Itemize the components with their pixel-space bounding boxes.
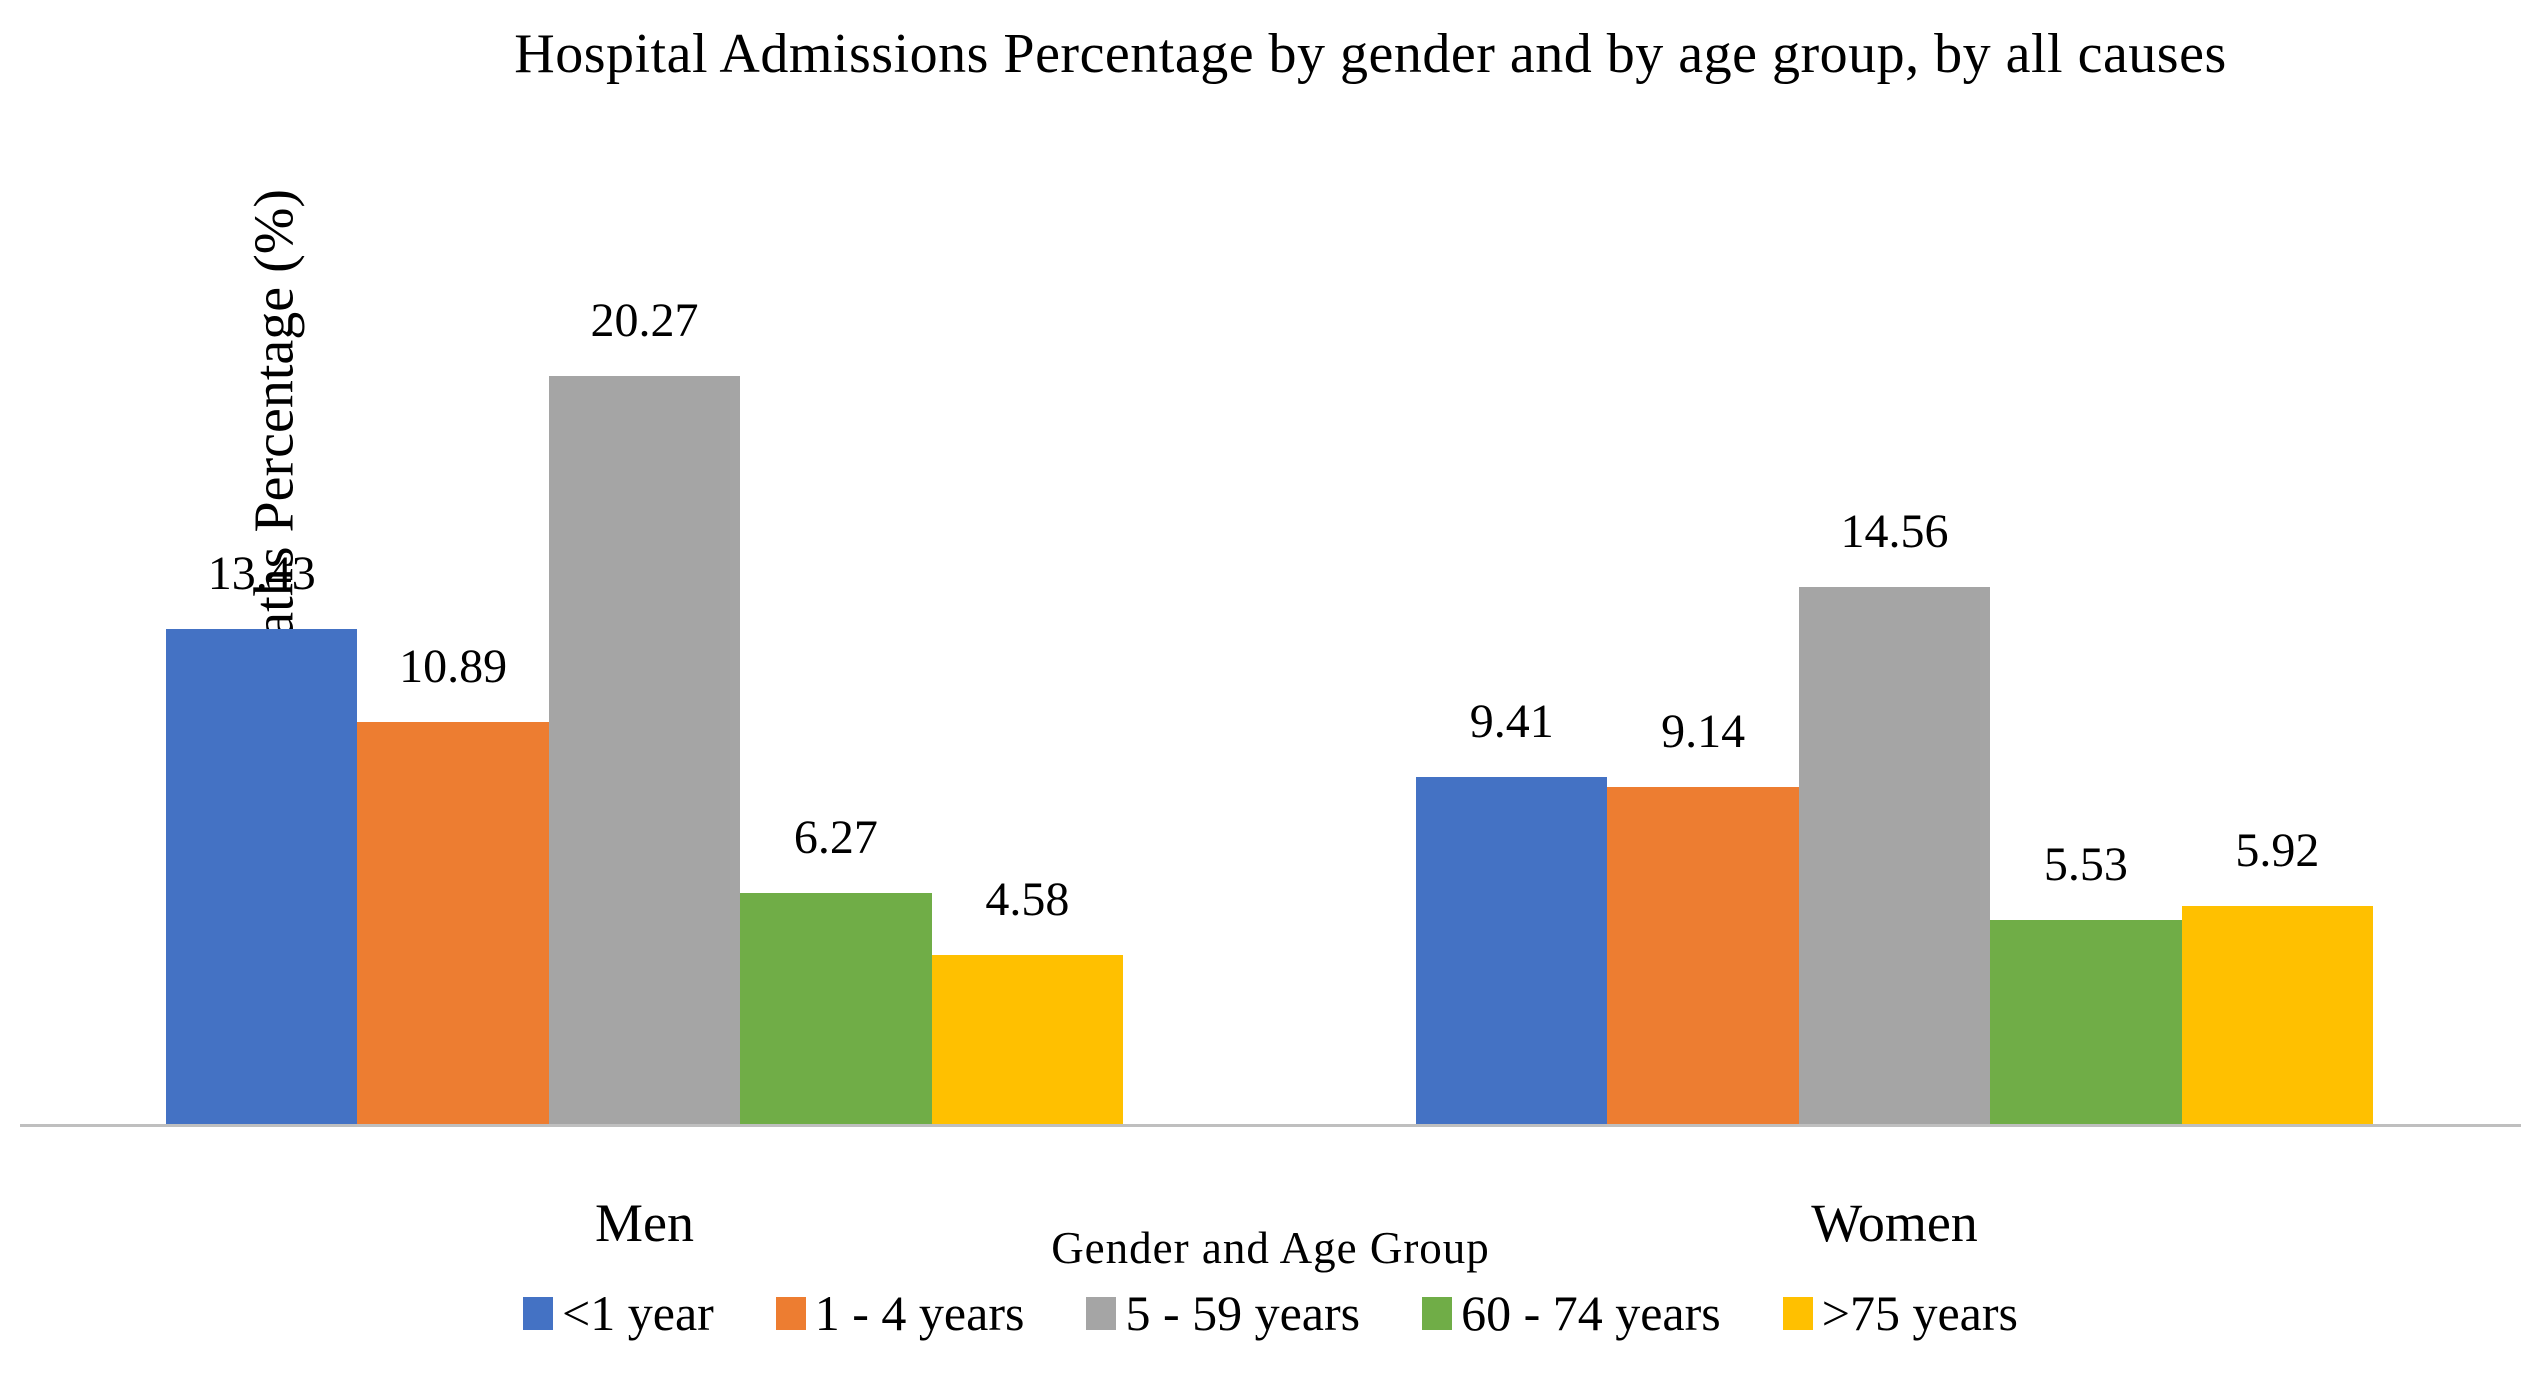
x-axis-title: Gender and Age Group xyxy=(1051,1223,1490,1273)
category-label-women: Women xyxy=(1811,1193,1978,1253)
legend-item: 1 - 4 years xyxy=(775,1284,1025,1342)
bar-slot: 4.58 xyxy=(931,331,1124,1124)
bar-men-4 xyxy=(740,893,932,1124)
legend-swatch-icon xyxy=(523,1296,554,1330)
legend-item: >75 years xyxy=(1782,1284,2018,1342)
legend-item: <1 year xyxy=(523,1284,714,1342)
legend-item: 60 - 74 years xyxy=(1422,1284,1721,1342)
bar-value-label: 5.92 xyxy=(2235,824,2320,877)
category-label-men: Men xyxy=(595,1193,694,1253)
bar-women-4 xyxy=(1990,920,2182,1124)
legend-swatch-icon xyxy=(1086,1296,1117,1330)
bar-men-2 xyxy=(357,722,549,1124)
bar-group-women: 9.41 9.14 14.56 5.53 5.92 xyxy=(1416,331,2374,1124)
bar-value-label: 20.27 xyxy=(590,294,699,347)
bar-slot: 20.27 xyxy=(548,294,741,1124)
bar-women-1 xyxy=(1416,777,1608,1124)
legend-label: <1 year xyxy=(562,1285,714,1341)
bar-slot: 9.14 xyxy=(1607,331,1799,1124)
bar-slot: 5.92 xyxy=(2181,331,2374,1124)
bar-slot: 10.89 xyxy=(357,331,549,1124)
bar-men-5 xyxy=(931,955,1124,1124)
bar-value-label: 13.43 xyxy=(207,547,316,600)
bar-men-3 xyxy=(548,376,741,1124)
legend-swatch-icon xyxy=(1422,1296,1453,1330)
legend: <1 year 1 - 4 years 5 - 59 years 60 - 74 ye… xyxy=(0,1284,2541,1342)
legend-swatch-icon xyxy=(1782,1296,1813,1330)
legend-item: 5 - 59 years xyxy=(1086,1284,1360,1342)
legend-label: 1 - 4 years xyxy=(814,1285,1025,1341)
bar-slot: 9.41 xyxy=(1416,331,1608,1124)
chart-title: Hospital Admissions Percentage by gender… xyxy=(514,23,2227,85)
legend-label: 60 - 74 years xyxy=(1461,1285,1721,1341)
bar-value-label: 14.56 xyxy=(1840,505,1949,558)
bar-slot: 13.43 xyxy=(166,331,358,1124)
bar-value-label: 9.14 xyxy=(1661,705,1746,758)
bar-women-2 xyxy=(1607,787,1799,1124)
bar-value-label: 10.89 xyxy=(399,640,508,693)
bar-women-3 xyxy=(1798,587,1991,1124)
bar-men-1 xyxy=(166,629,358,1124)
bar-value-label: 4.58 xyxy=(985,873,1070,926)
bar-value-label: 5.53 xyxy=(2043,838,2128,891)
bar-slot: 6.27 xyxy=(740,331,932,1124)
legend-swatch-icon xyxy=(775,1296,806,1330)
bar-value-label: 9.41 xyxy=(1469,695,1554,748)
bar-value-label: 6.27 xyxy=(793,811,878,864)
legend-label: >75 years xyxy=(1821,1285,2018,1341)
legend-label: 5 - 59 years xyxy=(1125,1285,1361,1341)
bar-group-men: 13.43 10.89 20.27 6.27 4.58 xyxy=(166,294,1124,1124)
plot-area: 13.43 10.89 20.27 6.27 4.58 9.41 9.14 14.56 5.5… xyxy=(20,294,2521,1127)
bar-slot: 14.56 xyxy=(1798,331,1991,1124)
x-axis-category-labels: Men Women xyxy=(0,1192,2541,1262)
bar-slot: 5.53 xyxy=(1990,331,2182,1124)
bar-women-5 xyxy=(2181,906,2374,1124)
